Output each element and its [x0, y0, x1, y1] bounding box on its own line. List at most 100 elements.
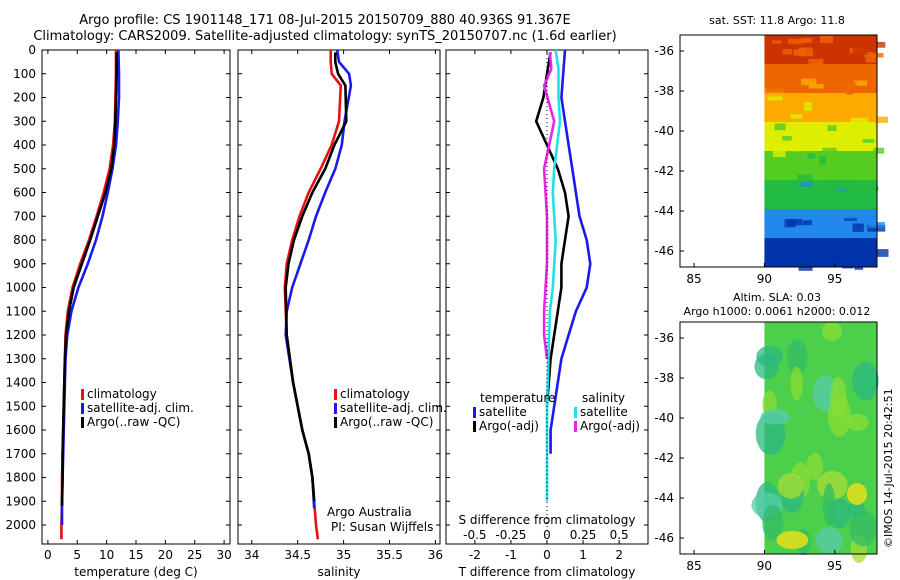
sst-texture	[774, 162, 782, 169]
sst-texture	[792, 144, 802, 152]
y-tick-label: 1200	[5, 328, 36, 342]
x-tick-label: 30	[216, 548, 231, 562]
legend-marker	[473, 407, 476, 418]
sst-texture	[842, 263, 854, 269]
legend-marker	[574, 421, 577, 432]
sst-texture	[852, 47, 868, 56]
x-tick-label: 34	[244, 548, 259, 562]
sst-texture	[788, 168, 803, 174]
map-frame-sla_map	[679, 321, 878, 555]
sst-texture	[836, 196, 843, 202]
sst-texture	[844, 180, 853, 185]
sst-texture	[814, 132, 822, 139]
annotation-text: Argo Australia	[327, 505, 412, 519]
map-y-tick-label: -44	[654, 491, 674, 505]
map-x-tick-label: 95	[827, 559, 842, 573]
series-line-argorawqc	[284, 52, 348, 502]
sst-texture	[814, 62, 823, 69]
sst-texture	[793, 49, 806, 56]
legend-label: satellite-adj. clim.	[340, 401, 447, 415]
y-tick-label: 1100	[5, 304, 36, 318]
sst-texture	[764, 247, 775, 256]
x-tick-label: 0	[543, 548, 551, 562]
sst-texture	[766, 50, 783, 59]
map-y-tick-label: -36	[654, 331, 674, 345]
y-tick-label: 600	[13, 186, 36, 200]
sla-texture	[847, 483, 867, 505]
series-line-argoadj	[542, 52, 556, 359]
sst-texture	[802, 220, 812, 226]
sst-texture	[819, 48, 826, 56]
map-y-tick-label: -38	[654, 371, 674, 385]
legend-marker	[81, 403, 84, 414]
x-tick-label: 36	[428, 548, 443, 562]
sst-texture	[831, 181, 847, 191]
sst-texture	[809, 173, 824, 177]
sla-texture	[786, 338, 808, 376]
y-tick-label: 1900	[5, 494, 36, 508]
legend-marker	[473, 421, 476, 432]
x-tick-label: 34.5	[284, 548, 311, 562]
sst-texture	[854, 80, 868, 86]
x-tick-label-top: -0.25	[495, 528, 526, 542]
map-title-sla: Altim. SLA: 0.03	[733, 291, 821, 304]
x-axis-label: temperature (deg C)	[74, 565, 197, 579]
x-tick-label: 25	[187, 548, 202, 562]
legend-label: Argo(-adj)	[580, 419, 640, 433]
sst-texture	[820, 35, 833, 44]
legend-label: climatology	[87, 387, 157, 401]
sla-texture	[756, 345, 783, 367]
sst-texture	[774, 123, 786, 131]
map-y-tick-label: -42	[654, 164, 674, 178]
x-tick-label: 20	[158, 548, 173, 562]
sst-texture	[845, 82, 857, 91]
sst-texture	[797, 86, 806, 91]
sst-texture	[842, 214, 858, 219]
y-tick-label: 0	[28, 43, 36, 57]
sst-band	[764, 93, 877, 123]
x-tick-label: 0	[44, 548, 52, 562]
sst-texture	[804, 102, 813, 111]
sst-texture	[797, 174, 813, 183]
sst-texture	[772, 40, 782, 44]
sla-texture	[762, 504, 784, 541]
sla-texture	[777, 473, 804, 499]
sla-texture	[849, 510, 877, 547]
sla-texture	[845, 413, 869, 432]
legend-label: Argo(-adj)	[479, 419, 539, 433]
sst-texture	[772, 150, 786, 158]
legend-header: salinity	[582, 391, 625, 405]
sst-texture	[782, 49, 792, 55]
sst-texture	[846, 88, 853, 95]
sst-texture	[819, 156, 826, 165]
sst-texture	[784, 43, 803, 47]
x-tick-label-top: 0.5	[610, 528, 629, 542]
y-tick-label: 1000	[5, 281, 36, 295]
sst-texture	[801, 250, 813, 257]
sst-texture	[782, 136, 792, 141]
map-y-tick-label: -38	[654, 84, 674, 98]
sst-texture	[770, 130, 783, 134]
sst-texture	[767, 94, 783, 101]
annotation-text: PI: Susan Wijffels	[331, 520, 433, 534]
sst-texture	[833, 247, 844, 255]
sla-texture	[760, 408, 791, 425]
y-tick-label: 1700	[5, 447, 36, 461]
sst-texture	[794, 238, 803, 246]
map-x-tick-label: 85	[686, 559, 701, 573]
x-tick-label: 15	[128, 548, 143, 562]
sla-texture	[790, 366, 803, 401]
x-axis-label: salinity	[317, 565, 360, 579]
sst-texture	[827, 125, 837, 132]
sst-texture	[787, 219, 803, 226]
y-tick-label: 300	[13, 114, 36, 128]
legend-marker	[574, 407, 577, 418]
x-tick-label-top: 0	[543, 528, 551, 542]
x-tick-label: 10	[99, 548, 114, 562]
legend-label: satellite	[580, 405, 628, 419]
series-line-satelliteadjclim	[284, 49, 353, 509]
sst-texture	[788, 38, 803, 46]
sst-texture	[867, 224, 886, 232]
series-line-satelliteadjclim	[60, 49, 121, 525]
x-tick-label: 5	[73, 548, 81, 562]
